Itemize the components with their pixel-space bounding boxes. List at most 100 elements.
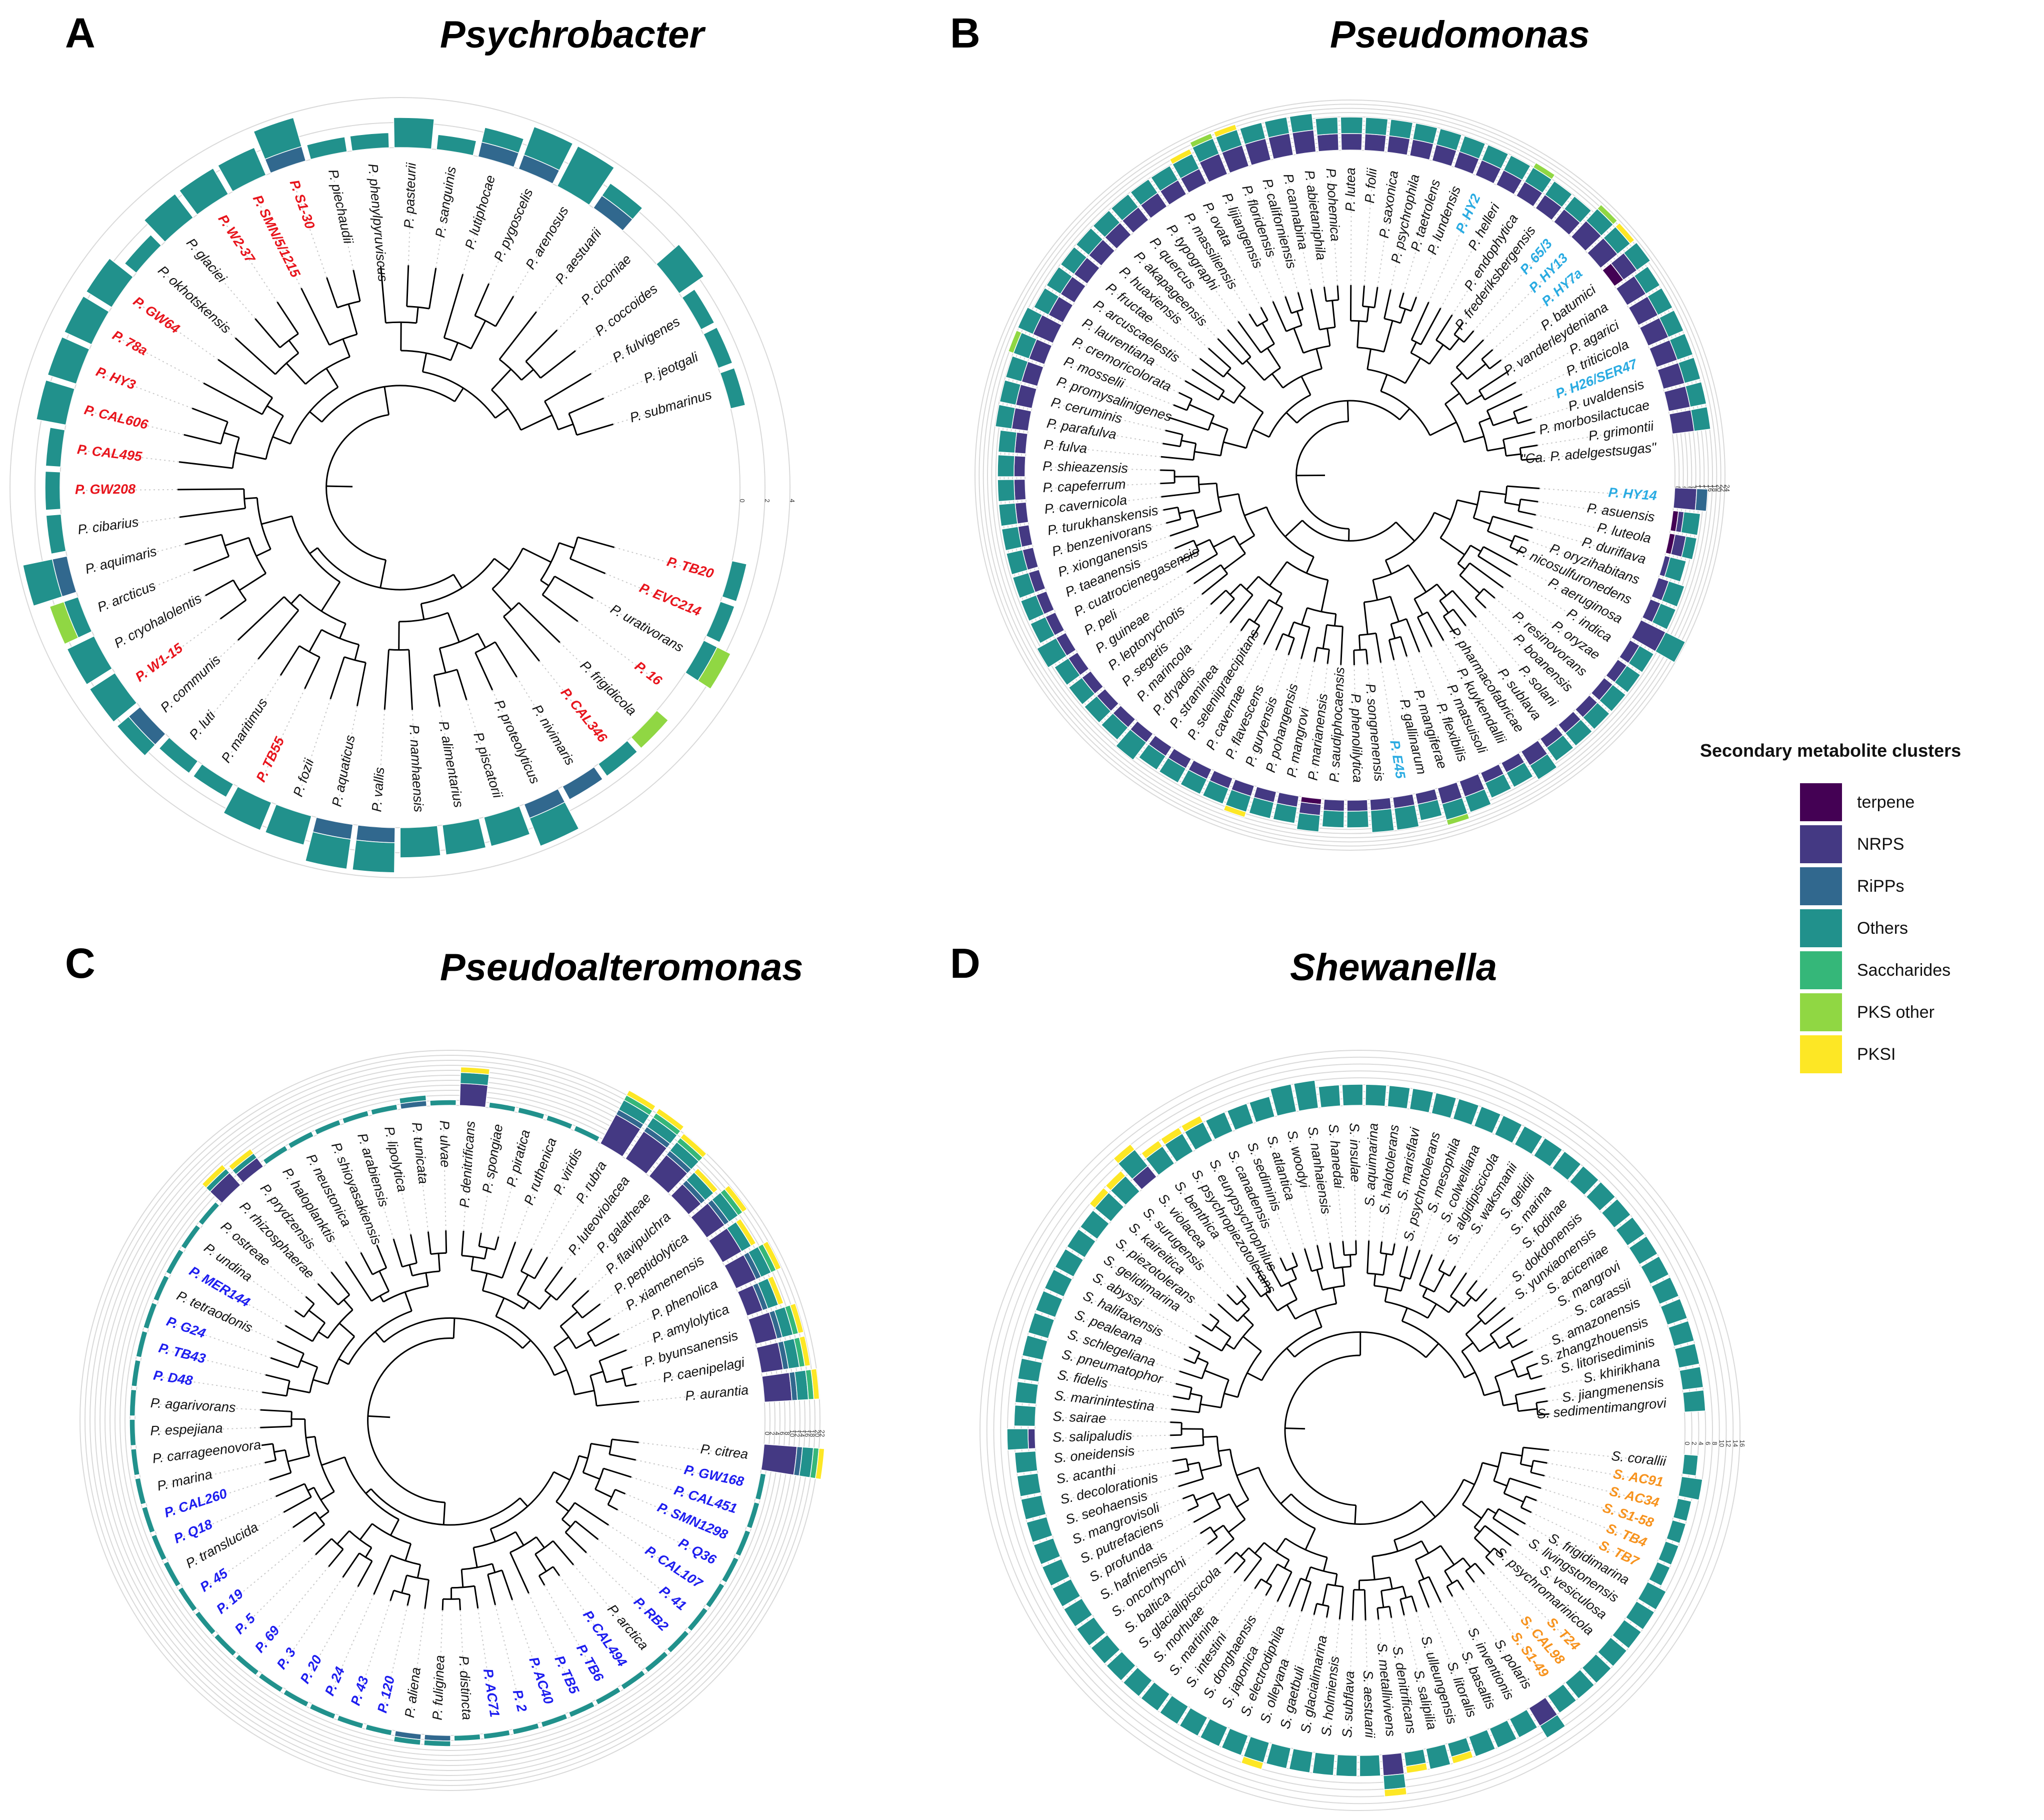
tree-branch <box>1246 1372 1262 1381</box>
tree-branch <box>420 558 495 605</box>
tree-branch <box>1226 1294 1238 1305</box>
tree-branch <box>1418 1254 1433 1285</box>
bar-segment-others <box>997 454 1015 477</box>
tree-branch <box>1196 539 1210 547</box>
tree-branch <box>1478 1340 1496 1352</box>
tree-branch <box>1390 624 1396 639</box>
tree-branch <box>284 1325 313 1342</box>
tree-branch <box>184 434 222 445</box>
tree-branch <box>261 515 292 525</box>
tree-branch <box>1244 506 1267 517</box>
tip-label: P. CAL495 <box>76 442 144 464</box>
tree-branch <box>1481 349 1494 360</box>
grid-ring <box>90 1060 810 1781</box>
bar-segment-others <box>705 1582 726 1608</box>
tree-branch <box>1292 1252 1298 1266</box>
tree-branch <box>224 537 250 547</box>
tree-branch <box>1420 1540 1430 1554</box>
tree-branch <box>1276 1571 1292 1602</box>
tree-branch <box>1366 1240 1370 1274</box>
bar-segment-others <box>1312 1751 1336 1776</box>
tree-branch <box>1456 339 1484 368</box>
bar-segment-pksi <box>1140 1140 1163 1159</box>
tree-branch <box>179 507 246 518</box>
tip-label: P. lipolytica <box>382 1125 410 1193</box>
bar-segment-pks-other <box>1596 204 1618 225</box>
grid-ring <box>110 1080 790 1761</box>
tip-label: P. namhaensis <box>406 724 426 813</box>
tip-label: P. agarivorans <box>150 1395 236 1415</box>
tree-branch <box>477 633 486 648</box>
tree-branch <box>576 1338 592 1349</box>
tree-branch <box>1436 314 1453 341</box>
tip-label: S. subflava <box>1340 1670 1357 1738</box>
tip-label: S. aquimarina <box>1362 1123 1381 1207</box>
tree-branch <box>1207 1536 1218 1545</box>
bar-segment-pksi <box>201 1164 226 1189</box>
tree-branch <box>1518 418 1532 425</box>
tree-branch <box>1240 1547 1250 1557</box>
bar-segment-others <box>89 672 138 723</box>
bar-segment-others <box>1628 1235 1658 1265</box>
tree-branch <box>520 1248 532 1272</box>
tree-branch <box>474 283 490 316</box>
leader-line <box>1465 625 1535 716</box>
tree-branch <box>1300 1581 1312 1611</box>
tree-branch <box>474 652 494 691</box>
tree-branch <box>344 1261 372 1302</box>
bar-segment-others <box>598 740 638 777</box>
tree-branch <box>319 1511 330 1519</box>
leader-line <box>1377 176 1394 288</box>
tree-branch <box>359 1523 373 1540</box>
leader-line <box>1176 630 1242 723</box>
tree-branch <box>1484 1525 1512 1546</box>
tree-branch <box>276 302 299 335</box>
tree-branch <box>326 414 389 561</box>
bar-segment-others <box>1601 1198 1632 1229</box>
tree-branch <box>1506 453 1521 457</box>
bar-segment-others <box>1030 616 1056 644</box>
tree-branch <box>1494 1480 1508 1487</box>
tree-branch <box>1438 1259 1445 1271</box>
leader-line <box>1348 1620 1354 1733</box>
tree-branch <box>1408 564 1427 593</box>
bar-segment-others <box>141 1506 156 1534</box>
bar-segment-others <box>517 1107 545 1120</box>
tip-label: P. asuensis <box>1586 500 1656 525</box>
leader-line <box>377 709 386 807</box>
legend-label: PKS other <box>1857 1002 1934 1022</box>
tree-branch <box>1380 374 1388 392</box>
bar-segment-others <box>429 1099 457 1107</box>
tree-branch <box>576 423 614 436</box>
tree-branch <box>1466 394 1482 405</box>
bar-segment-others <box>1648 1561 1671 1586</box>
bar-segment-others <box>644 1650 669 1673</box>
tree-branch <box>1418 1580 1430 1608</box>
tree-branch <box>1260 343 1275 354</box>
tree-branch <box>1469 562 1504 589</box>
tree-branch <box>330 657 345 700</box>
tree-branch <box>1260 307 1268 321</box>
bar-segment-others <box>1387 1085 1410 1109</box>
tree-branch <box>542 576 556 596</box>
bar-segment-others <box>1436 128 1462 152</box>
tree-branch <box>178 461 233 469</box>
tree-branch <box>1400 1599 1405 1615</box>
tree-branch <box>1211 1320 1220 1332</box>
leader-line <box>1476 1191 1547 1281</box>
leader-line <box>1314 664 1328 776</box>
tree-branch <box>502 1241 516 1278</box>
tree-branch <box>1300 627 1310 659</box>
tree-branch <box>1293 328 1304 354</box>
tree-branch <box>1280 1493 1292 1504</box>
leader-line <box>1525 1523 1624 1580</box>
leader-line <box>1390 179 1416 290</box>
tree-branch <box>244 497 258 500</box>
bar-segment-others <box>1001 526 1022 551</box>
tree-branch <box>312 1379 328 1385</box>
bar-segment-others <box>1509 1708 1538 1738</box>
tree-branch <box>1294 621 1310 628</box>
tree-branch <box>276 1340 304 1354</box>
tip-label: P. CAL606 <box>83 402 150 432</box>
leader-line <box>191 244 256 319</box>
